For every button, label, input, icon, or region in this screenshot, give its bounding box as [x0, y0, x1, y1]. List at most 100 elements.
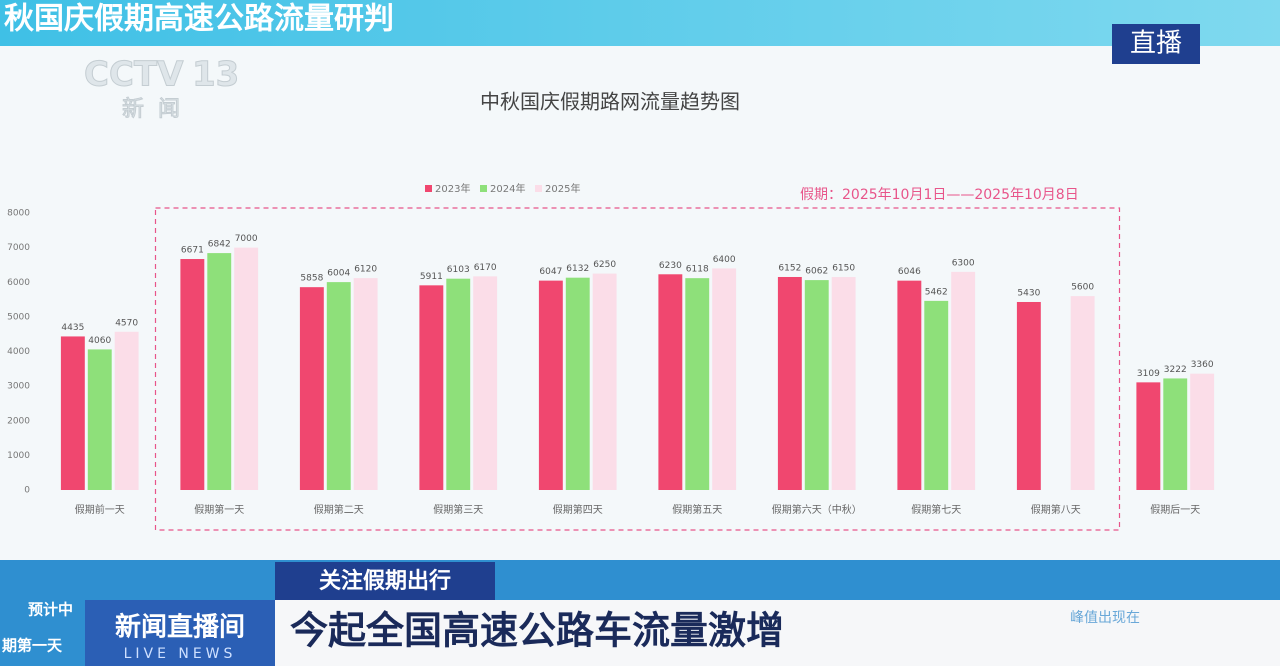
value-label: 6047 [539, 267, 562, 277]
x-tick-label: 假期第八天 [1031, 503, 1081, 516]
bar [777, 276, 802, 490]
value-label: 6046 [898, 267, 921, 277]
value-label: 6118 [686, 265, 709, 275]
header-band [0, 0, 1280, 46]
bar [1016, 301, 1041, 490]
bar [353, 278, 378, 490]
legend-label: 2023年 [435, 182, 470, 195]
value-label: 6170 [474, 263, 497, 273]
y-tick-label: 3000 [7, 382, 30, 392]
x-tick-label: 假期第一天 [194, 503, 244, 516]
ticker-left-top: 预计中 [28, 601, 73, 619]
value-label: 6062 [805, 267, 828, 277]
value-label: 6842 [208, 240, 231, 250]
bar [299, 287, 324, 490]
y-tick-label: 5000 [7, 312, 30, 322]
bar [87, 349, 112, 490]
value-label: 7000 [235, 234, 258, 244]
value-label: 6250 [593, 260, 616, 270]
value-label: 4060 [88, 336, 111, 346]
value-label: 4570 [115, 318, 138, 328]
bar [180, 259, 205, 490]
x-tick-label: 假期第五天 [672, 503, 722, 516]
legend-label: 2024年 [490, 182, 525, 195]
live-label: 直播 [1130, 29, 1182, 59]
headline-band [275, 600, 1280, 666]
y-tick-label: 1000 [7, 451, 30, 461]
value-label: 6004 [327, 269, 350, 279]
bar [924, 300, 949, 490]
x-tick-label: 假期第六天（中秋） [772, 503, 862, 516]
value-label: 6120 [354, 265, 377, 275]
logo-sub: 新闻 [122, 97, 194, 122]
program-box [85, 600, 275, 666]
y-tick-label: 2000 [7, 416, 30, 426]
value-label: 6150 [832, 264, 855, 274]
y-tick-label: 8000 [7, 209, 30, 219]
value-label: 6132 [566, 264, 589, 274]
legend-swatch [480, 185, 487, 192]
ticker-left-bottom: 期第一天 [2, 637, 63, 655]
program-en: LIVE NEWS [124, 646, 237, 662]
bar [326, 282, 351, 490]
logo-channel: 13 [192, 55, 239, 95]
bar [1190, 373, 1215, 490]
y-tick-label: 6000 [7, 278, 30, 288]
value-label: 4435 [61, 323, 84, 333]
value-label: 3360 [1191, 360, 1214, 370]
legend-swatch [425, 185, 432, 192]
bar [685, 278, 710, 490]
value-label: 6103 [447, 265, 470, 275]
legend-swatch [535, 185, 542, 192]
live-badge [1112, 24, 1200, 64]
logo: CCTV [84, 55, 184, 95]
value-label: 6671 [181, 246, 204, 256]
bar [114, 331, 139, 490]
bar [538, 280, 563, 490]
program: 新闻直播间 [115, 612, 245, 643]
annotation: 假期：2025年10月1日——2025年10月8日 [800, 187, 1079, 203]
x-tick-label: 假期第七天 [911, 503, 961, 516]
x-tick-label: 假期第三天 [433, 503, 483, 516]
x-tick-label: 假期第二天 [314, 503, 364, 516]
bar [234, 247, 259, 490]
bar [712, 268, 737, 490]
value-label: 6300 [952, 258, 975, 268]
bar [1136, 382, 1161, 490]
value-label: 5858 [300, 274, 323, 284]
value-label: 5462 [925, 287, 948, 297]
bar [897, 280, 922, 490]
value-label: 3222 [1164, 365, 1187, 375]
bar [60, 336, 85, 490]
ticker-right: 峰值出现在 [1070, 610, 1140, 626]
bar [565, 277, 590, 490]
y-tick-label: 7000 [7, 243, 30, 253]
bar [419, 285, 444, 490]
value-label: 6230 [659, 261, 682, 271]
x-tick-label: 假期前一天 [75, 503, 125, 516]
y-tick-label: 4000 [7, 347, 30, 357]
value-label: 6152 [778, 263, 801, 273]
x-tick-label: 假期第四天 [553, 503, 603, 516]
value-label: 5911 [420, 272, 443, 282]
x-tick-label: 假期后一天 [1150, 503, 1200, 516]
footer-headline: 今起全国高速公路车流量激增 [290, 609, 784, 653]
bar [658, 274, 683, 490]
chart-title: 中秋国庆假期路网流量趋势图 [480, 90, 740, 114]
bar [1070, 296, 1095, 490]
bar [831, 277, 856, 490]
headline: 秋国庆假期高速公路流量研判 [4, 2, 394, 37]
bar [207, 253, 232, 490]
bar [473, 276, 498, 490]
bar [951, 271, 976, 490]
value-label: 5430 [1017, 288, 1040, 298]
tag-box [275, 562, 495, 600]
value-label: 6400 [713, 255, 736, 265]
bar [804, 280, 829, 490]
bar [1163, 378, 1188, 490]
plot: 0 1000 2000 3000 4000 5000 6000 7000 8000 2023年 20… [7, 182, 1215, 531]
y-tick-label: 0 [24, 486, 30, 496]
tag: 关注假期出行 [319, 568, 451, 594]
value-label: 3109 [1137, 369, 1160, 379]
